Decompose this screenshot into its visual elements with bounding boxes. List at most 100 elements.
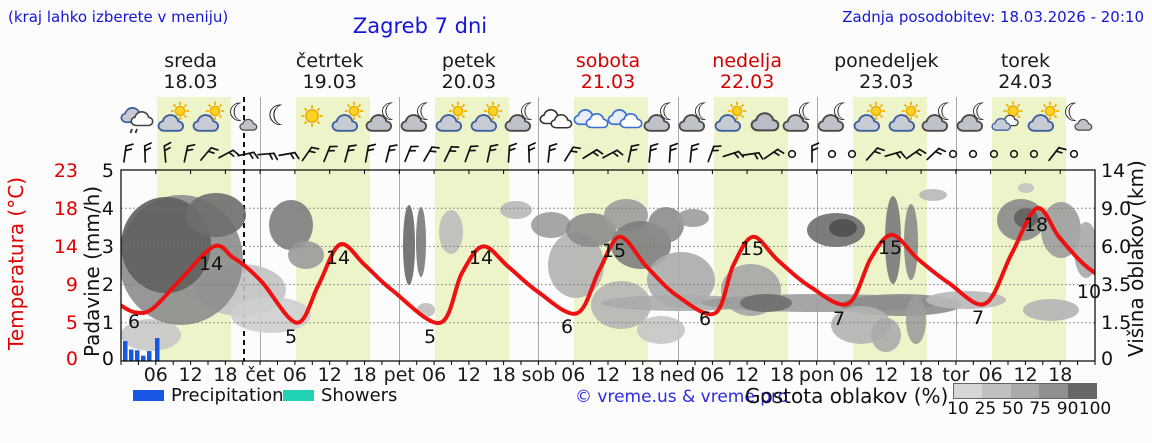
weather-icon-sun-cloud: [157, 101, 190, 132]
axis-tick-label: 9.0: [1101, 197, 1132, 220]
cloud-glyph: [991, 117, 1012, 131]
temperature-value-label: 14: [469, 247, 493, 269]
axis-tick-label: 2: [101, 273, 114, 296]
weather-icon-clouds-outline: [539, 108, 573, 129]
menu-hint-note: (kraj lahko izberete v meniju): [8, 8, 229, 26]
temperature-value-label: 5: [424, 326, 436, 348]
day-header-torek: torek 24.03: [998, 50, 1053, 93]
weather-icon-moon-cloud: ☾: [504, 98, 541, 132]
wind-barb-icon: [423, 146, 440, 162]
hour-label: 12: [735, 364, 760, 386]
wind-barb-icon: [163, 141, 172, 163]
temperature-value-label: 15: [740, 238, 764, 260]
calm-wind-icon: [1029, 149, 1039, 159]
density-tick-label: 100: [1078, 399, 1112, 419]
wind-barb-icon: [301, 146, 320, 162]
weather-icon-sun-cloud: [331, 101, 364, 132]
day-header-četrtek: četrtek 19.03: [295, 50, 364, 93]
cloud-glyph: [643, 114, 671, 132]
axis-tick-label: 9: [65, 273, 78, 296]
axis-tick-label: 5: [101, 160, 114, 182]
weather-icon-rain-clouds: [120, 107, 154, 134]
density-tick-label: 90: [1056, 399, 1079, 419]
hour-label: 18: [630, 364, 655, 386]
temperature-value-label: 18: [1024, 214, 1048, 236]
hour-label: 12: [178, 364, 203, 386]
day-header-nedelja: nedelja 22.03: [712, 50, 782, 93]
cloud-glyph: [714, 114, 741, 132]
density-tick-label: 75: [1029, 399, 1052, 419]
hour-label: 12: [1013, 364, 1038, 386]
wind-barb-icon: [688, 143, 700, 163]
hour-label: 18: [769, 364, 795, 386]
weather-icon-sun: [301, 105, 324, 127]
wind-barb-icon: [384, 144, 398, 163]
calm-wind-icon: [1009, 149, 1018, 159]
temperature-value-label: 15: [602, 240, 626, 262]
weather-icon-sun-cloud: [436, 101, 468, 132]
density-tick-label: 50: [1001, 399, 1024, 419]
day-abbr-label: ned: [659, 364, 696, 386]
temperature-value-label: 6: [561, 316, 573, 338]
wind-barb-icon: [486, 143, 499, 163]
page-title: Zagreb 7 dni: [352, 14, 488, 38]
cloud-glyph: [585, 112, 609, 129]
hour-label: 18: [491, 364, 516, 386]
cloud-glyph: [157, 114, 185, 132]
weather-icon-clouds-blue: [573, 109, 609, 129]
density-gradient-segment: [1039, 384, 1068, 398]
wind-barb-icon: [183, 143, 196, 163]
daytime-band: [713, 97, 788, 361]
cloud-glyph: [782, 114, 810, 132]
cloud-glyph: [436, 114, 463, 132]
calm-wind-icon: [949, 149, 958, 159]
weather-icon-moon-cloud: ☾: [365, 98, 401, 132]
day-header-petek: petek 20.03: [441, 50, 497, 93]
cloud-glyph: [504, 114, 532, 132]
cloud-glyph: [470, 114, 498, 132]
sun-glyph: [205, 101, 225, 121]
weather-icon-moon-cloud: ☾: [956, 98, 993, 132]
wind-barb-icon: [199, 147, 219, 161]
wind-barb-icon: [443, 145, 460, 163]
cloud-glyph: [678, 114, 705, 132]
hour-label: 18: [1048, 364, 1073, 386]
weather-icon-moon-cloud-sm: ☾: [228, 98, 258, 131]
weather-icon-cloud: [750, 112, 779, 132]
wind-barb-icon: [763, 148, 785, 160]
temperature-value-label: 7: [972, 307, 984, 329]
day-header-sobota: sobota 21.03: [575, 50, 641, 93]
precipitation-legend-label: Precipitation: [171, 385, 284, 406]
hour-label: 12: [874, 364, 899, 386]
temperature-value-label: 7: [833, 308, 845, 330]
calm-wind-icon: [787, 149, 796, 159]
cloud-glyph: [1027, 114, 1054, 132]
weather-icon-sun-cloud: [192, 101, 225, 132]
wind-barb-icon: [866, 147, 886, 161]
wind-barb-icon: [722, 150, 745, 159]
axis-tick-label: 23: [53, 160, 78, 182]
hour-label: 06: [282, 364, 308, 386]
wind-barb-icon: [627, 143, 640, 163]
weather-icon-moon-cloud: ☾: [817, 98, 854, 132]
density-tick-label: 10: [947, 399, 969, 419]
copyright-link[interactable]: © vreme.us & vreme.pro: [575, 387, 789, 407]
precip-bar: [147, 351, 152, 361]
axis-tick-label: 18: [53, 197, 78, 220]
hour-label: 18: [909, 364, 934, 386]
sun-glyph: [449, 101, 468, 121]
cloud-glyph: [365, 114, 392, 132]
axis-tick-label: 3.5: [1101, 273, 1132, 296]
cloud-glyph: [817, 114, 845, 132]
axis-tick-label: 1.5: [1101, 311, 1132, 334]
precip-bar: [123, 341, 128, 361]
hour-label: 12: [595, 364, 621, 386]
wind-barb-icon: [564, 146, 582, 162]
hour-label: 06: [978, 364, 1003, 386]
weather-icon-sun-cloud: [888, 101, 920, 132]
density-gradient-segment: [982, 384, 1011, 398]
calm-wind-icon: [989, 149, 998, 159]
hour-label: 06: [700, 364, 725, 386]
weather-icon-sun-cloud: [853, 101, 886, 132]
